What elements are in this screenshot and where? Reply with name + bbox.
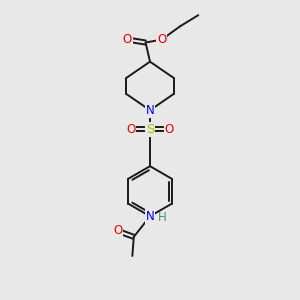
Text: N: N xyxy=(146,210,154,223)
Text: O: O xyxy=(123,33,132,46)
Text: N: N xyxy=(146,104,154,117)
Text: S: S xyxy=(146,123,154,136)
Text: O: O xyxy=(164,123,174,136)
Text: O: O xyxy=(126,123,136,136)
Text: H: H xyxy=(158,211,167,224)
Text: O: O xyxy=(113,224,122,238)
Text: O: O xyxy=(157,33,167,46)
